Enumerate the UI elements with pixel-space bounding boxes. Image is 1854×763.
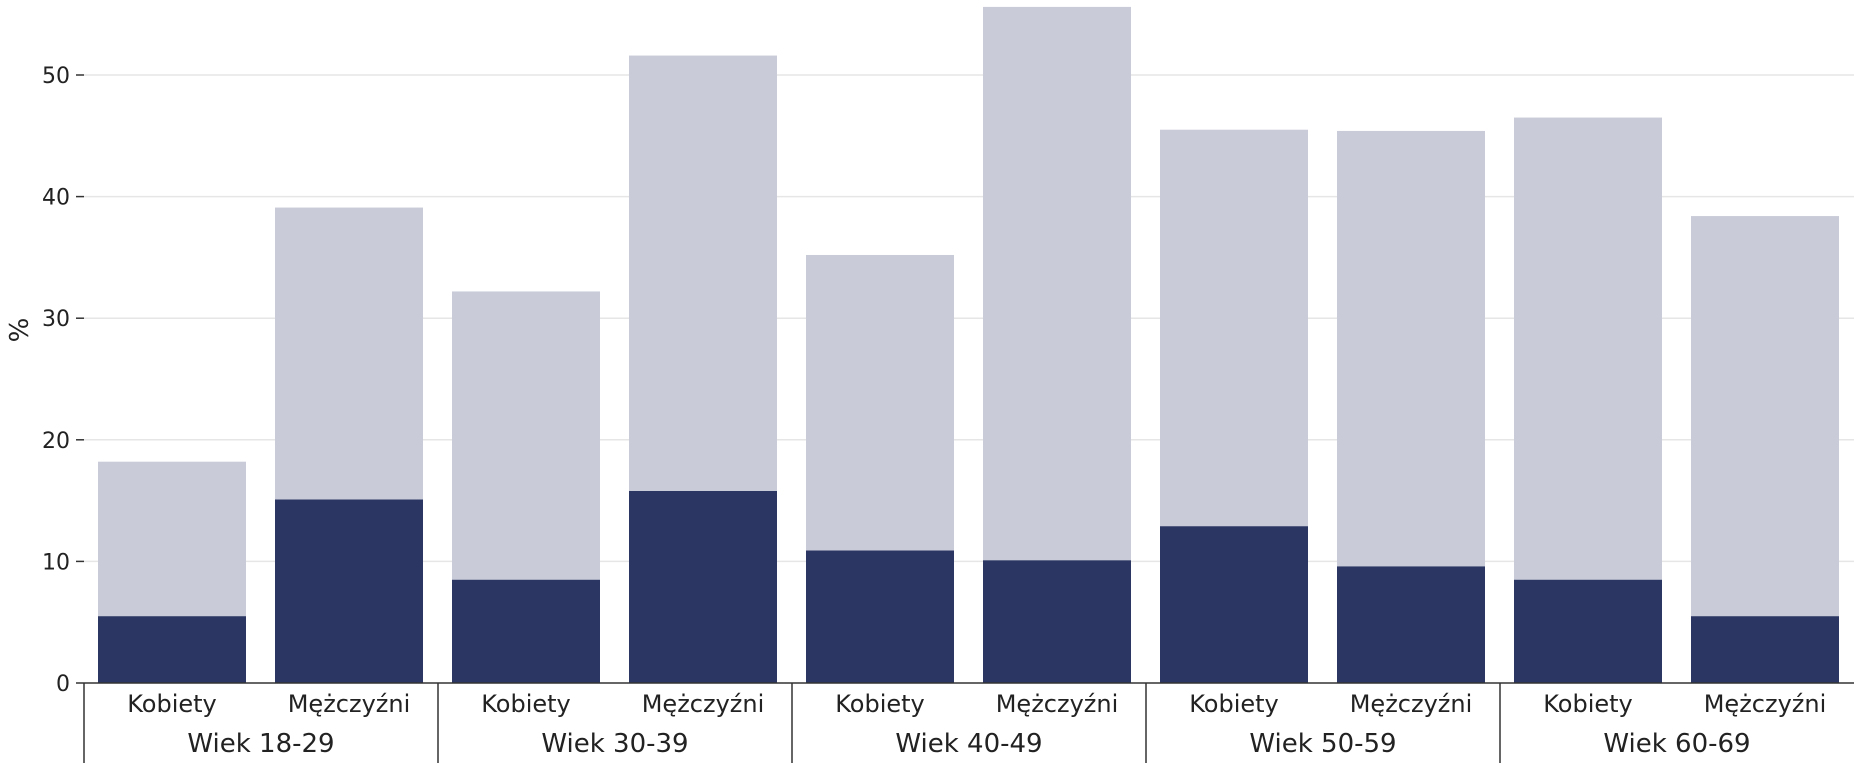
- x-category-label: Kobiety: [1543, 690, 1633, 718]
- x-group-label: Wiek 40-49: [895, 729, 1042, 759]
- x-category-label: Mężczyźni: [288, 690, 411, 718]
- bar-segment-lower: [98, 616, 246, 683]
- x-category-label: Mężczyźni: [1350, 690, 1473, 718]
- x-category-label: Kobiety: [481, 690, 571, 718]
- y-tick-labels: 0 10 20 30 40 50: [42, 64, 70, 697]
- x-category-labels: Kobiety Mężczyźni Kobiety Mężczyźni Kobiety M…: [127, 690, 1826, 718]
- bar-segment-lower: [275, 499, 423, 683]
- bar-segment-lower: [806, 550, 954, 683]
- axes: [76, 74, 1854, 763]
- x-group-label: Wiek 50-59: [1249, 729, 1396, 759]
- x-category-label: Kobiety: [835, 690, 925, 718]
- x-category-label: Mężczyźni: [642, 690, 765, 718]
- x-category-label: Mężczyźni: [1704, 690, 1827, 718]
- bar-segment-upper: [452, 291, 600, 580]
- y-tick-label: 10: [42, 550, 70, 575]
- y-tick-label: 40: [42, 186, 70, 211]
- bar-segment-upper: [98, 461, 246, 617]
- bar-segment-lower: [983, 560, 1131, 683]
- bar-segment-upper: [1337, 130, 1485, 567]
- bar-segment-upper: [1160, 129, 1308, 527]
- x-group-labels: Wiek 18-29 Wiek 30-39 Wiek 40-49 Wiek 50-59…: [187, 729, 1750, 759]
- bar-segment-lower: [452, 579, 600, 683]
- bar-segment-lower: [1514, 579, 1662, 683]
- x-category-label: Kobiety: [1189, 690, 1279, 718]
- x-category-label: Mężczyźni: [996, 690, 1119, 718]
- x-category-label: Kobiety: [127, 690, 217, 718]
- x-group-label: Wiek 18-29: [187, 729, 334, 759]
- y-axis-title: %: [5, 318, 35, 343]
- x-group-label: Wiek 30-39: [541, 729, 688, 759]
- bar-segment-lower: [629, 490, 777, 683]
- bar-segment-upper: [629, 55, 777, 491]
- y-tick-label: 0: [56, 672, 70, 697]
- bar-segment-lower: [1691, 616, 1839, 683]
- bar-segment-upper: [983, 6, 1131, 561]
- y-tick-label: 20: [42, 429, 70, 454]
- bar-segment-upper: [1514, 117, 1662, 580]
- y-tick-label: 30: [42, 307, 70, 332]
- bar-segment-upper: [1691, 216, 1839, 617]
- bar-segment-lower: [1160, 526, 1308, 683]
- y-tick-label: 50: [42, 64, 70, 89]
- bars: [98, 6, 1839, 683]
- bar-segment-lower: [1337, 566, 1485, 683]
- x-group-label: Wiek 60-69: [1603, 729, 1750, 759]
- bar-segment-upper: [275, 207, 423, 500]
- bar-segment-upper: [806, 254, 954, 551]
